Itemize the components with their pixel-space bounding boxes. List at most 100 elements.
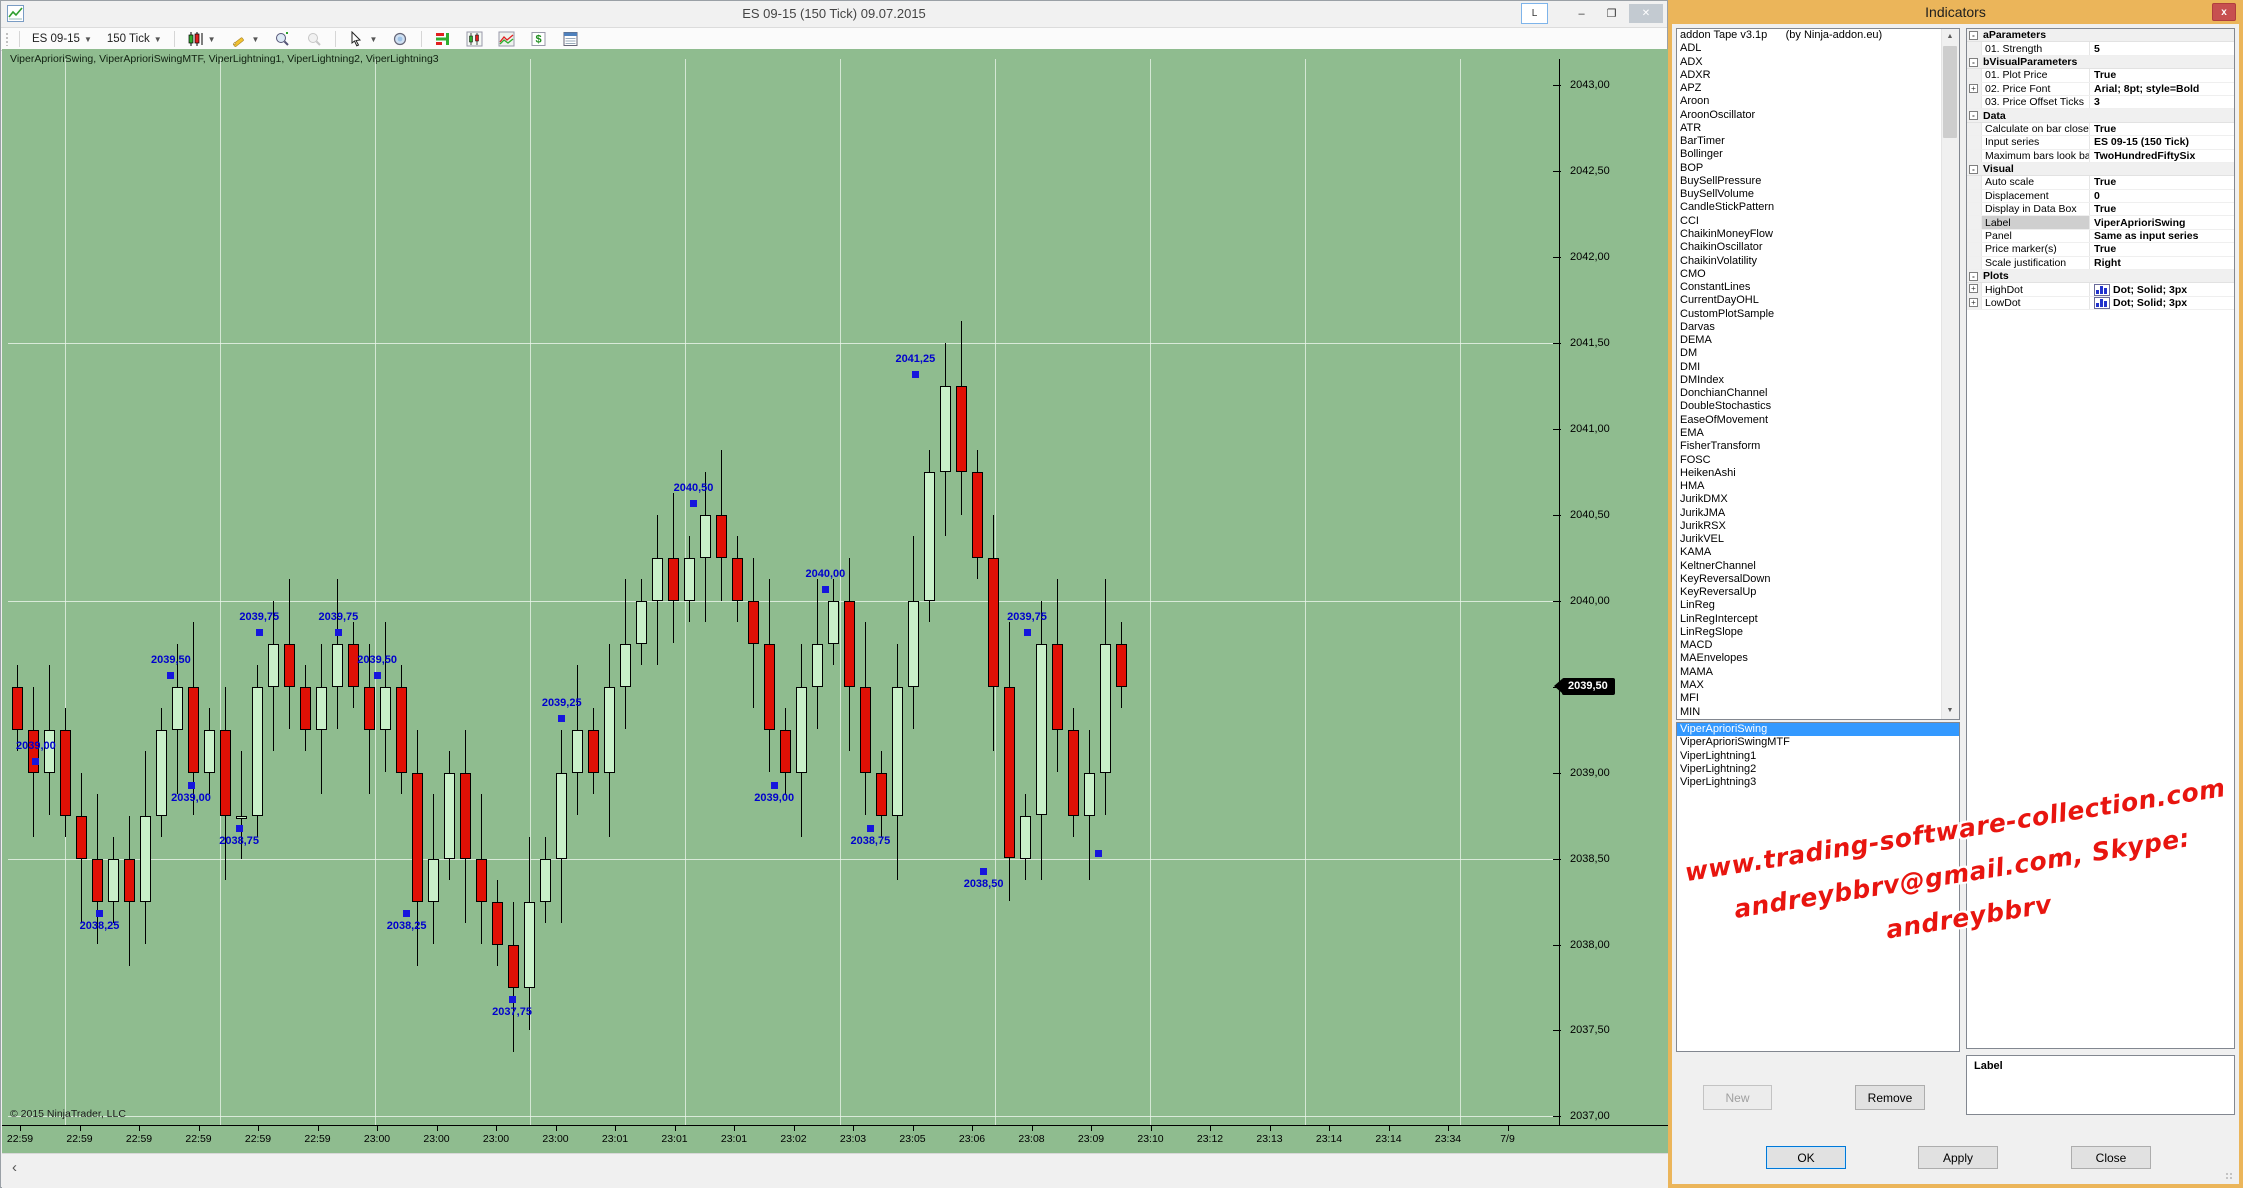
interval-dropdown[interactable]: 150 Tick ▼ [106,33,162,45]
data-panel-button[interactable] [557,29,584,49]
property-group-aParameters[interactable]: - aParameters [1967,29,2234,43]
property-value[interactable]: Right [2094,256,2121,269]
chart-canvas[interactable]: ViperAprioriSwing, ViperAprioriSwingMTF,… [2,49,1668,1153]
indicator-list-item[interactable]: JurikDMX [1680,493,1728,506]
property-name[interactable]: Displacement [1982,189,2090,203]
indicator-list-item[interactable]: DoubleStochastics [1680,400,1772,413]
indicator-list-item[interactable]: ConstantLines [1680,281,1751,294]
indicator-list-item[interactable]: ATR [1680,121,1702,134]
indicator-list-item[interactable]: MAX [1680,679,1704,692]
property-value[interactable]: 0 [2094,189,2100,202]
selected-indicator-item[interactable]: ViperAprioriSwingMTF [1680,736,1790,749]
instrument-dropdown[interactable]: ES 09-15 ▼ [32,33,92,45]
cursor-tool-button[interactable]: ▼ [343,29,382,49]
indicator-list-item[interactable]: BuySellVolume [1680,188,1754,201]
indicator-list-item[interactable]: LinReg [1680,599,1715,612]
indicator-list-item[interactable]: BarTimer [1680,135,1725,148]
selected-indicator-item[interactable]: ViperLightning2 [1680,762,1757,775]
selected-indicators-list[interactable]: ViperAprioriSwing ViperAprioriSwingMTF Vip… [1676,722,1960,1052]
drawing-tools-button[interactable]: ▼ [226,29,265,49]
indicator-list-item[interactable]: DMI [1680,360,1701,373]
property-group-Data[interactable]: - Data [1967,109,2234,123]
collapse-icon[interactable]: - [1969,111,1978,121]
indicator-list-item[interactable]: DM [1680,347,1698,360]
property-name[interactable]: Display in Data Box [1982,203,2090,216]
indicator-list-item[interactable]: HeikenAshi [1680,466,1736,479]
indicator-list-item[interactable]: ChaikinMoneyFlow [1680,227,1773,240]
indicator-list-item[interactable]: CMO [1680,267,1706,280]
chart-plot-area[interactable]: 2039,00 2038,25 2039,50 2039,00 2038,75 2039,… [8,59,1559,1125]
indicator-list-item[interactable]: LinRegSlope [1680,625,1743,638]
property-name[interactable]: Input series [1982,136,2090,149]
property-name[interactable]: 01. Plot Price [1982,69,2090,82]
indicator-list-item[interactable]: JurikRSX [1680,519,1726,532]
selected-indicator-item[interactable]: ViperLightning3 [1680,776,1757,789]
indicator-list-item[interactable]: EaseOfMovement [1680,413,1769,426]
zoom-out-button[interactable] [301,29,328,49]
indicator-list-item[interactable]: BuySellPressure [1680,174,1762,187]
expand-icon[interactable]: + [1969,297,1978,307]
close-dialog-button[interactable]: Close [2071,1146,2151,1169]
zoom-in-button[interactable] [269,29,296,49]
indicator-list-item[interactable]: ADL [1680,42,1702,55]
selected-indicator-item[interactable]: ViperLightning1 [1680,749,1757,762]
property-name[interactable]: Panel [1982,229,2090,243]
property-name[interactable]: 01. Strength [1982,42,2090,55]
scroll-thumb[interactable] [1943,46,1957,138]
toolbar-grip-handle[interactable] [5,32,10,46]
region-zoom-button[interactable] [387,29,414,49]
collapse-icon[interactable]: - [1969,164,1978,174]
indicator-list-item[interactable]: CurrentDayOHL [1680,294,1759,307]
indicator-list-item[interactable]: BOP [1680,161,1704,174]
indicator-list-item[interactable]: CustomPlotSample [1680,307,1775,320]
indicator-list-item[interactable]: CCI [1680,214,1699,227]
property-name[interactable]: Auto scale [1982,176,2090,189]
indicator-list-item[interactable]: MAEnvelopes [1680,652,1748,665]
property-value[interactable]: True [2094,203,2117,216]
indicator-list-item[interactable]: LinRegIntercept [1680,612,1758,625]
indicator-list-item[interactable]: JurikJMA [1680,506,1726,519]
collapse-icon[interactable]: - [1969,272,1978,282]
remove-button[interactable]: Remove [1855,1085,1925,1110]
indicator-list-item[interactable]: CandleStickPattern [1680,201,1775,214]
candles-panel-button[interactable] [461,29,488,49]
indicator-list-item[interactable]: MFI [1680,692,1699,705]
property-name[interactable]: Maximum bars look ba [1982,149,2090,162]
property-name[interactable]: 03. Price Offset Ticks [1982,95,2090,109]
scroll-down-icon[interactable]: ▼ [1946,707,1954,714]
indicator-list-item[interactable]: MAMA [1680,665,1713,678]
property-value[interactable]: ES 09-15 (150 Tick) [2094,136,2189,149]
collapse-icon[interactable]: - [1969,31,1978,40]
indicator-list-item[interactable]: HMA [1680,480,1705,493]
indicator-list-item[interactable]: KAMA [1680,546,1712,559]
close-button[interactable]: ✕ [1629,4,1663,23]
indicator-list-item[interactable]: Darvas [1680,320,1715,333]
indicator-list-item[interactable]: ADXR [1680,68,1711,81]
property-value[interactable]: ViperAprioriSwing [2094,216,2186,229]
property-value[interactable]: 3 [2094,96,2100,109]
indicator-list-item[interactable]: ChaikinVolatility [1680,254,1758,267]
property-name[interactable]: Price marker(s) [1982,243,2090,256]
account-button[interactable]: $ [525,29,552,49]
property-value[interactable]: Dot; Solid; 3px [2090,297,2234,309]
indicator-list-item[interactable]: JurikVEL [1680,533,1725,546]
property-name[interactable]: Calculate on bar close [1982,122,2090,136]
indicator-list-item[interactable]: FOSC [1680,453,1711,466]
property-value[interactable]: Arial; 8pt; style=Bold [2094,82,2200,95]
indicator-list-item[interactable]: MIN [1680,705,1701,718]
expand-icon[interactable]: + [1969,83,1978,93]
indicator-list-item[interactable]: DonchianChannel [1680,387,1768,400]
property-group-Plots[interactable]: - Plots [1967,270,2234,284]
property-value[interactable]: Same as input series [2094,230,2199,243]
property-name[interactable]: Label [1982,216,2090,229]
chart-style-button[interactable]: ▼ [182,29,221,49]
scroll-up-icon[interactable]: ▲ [1946,33,1954,40]
indicator-list-item[interactable]: KeyReversalUp [1680,586,1757,599]
dialog-close-button[interactable]: x [2212,3,2236,21]
indicator-list-item[interactable]: APZ [1680,82,1702,95]
property-name[interactable]: 02. Price Font [1982,82,2090,95]
chart-trader-button[interactable] [429,29,456,49]
indicator-list-item[interactable]: AroonOscillator [1680,108,1756,121]
dialog-titlebar[interactable]: Indicators x [1668,0,2243,24]
link-button[interactable]: L [1521,3,1548,24]
